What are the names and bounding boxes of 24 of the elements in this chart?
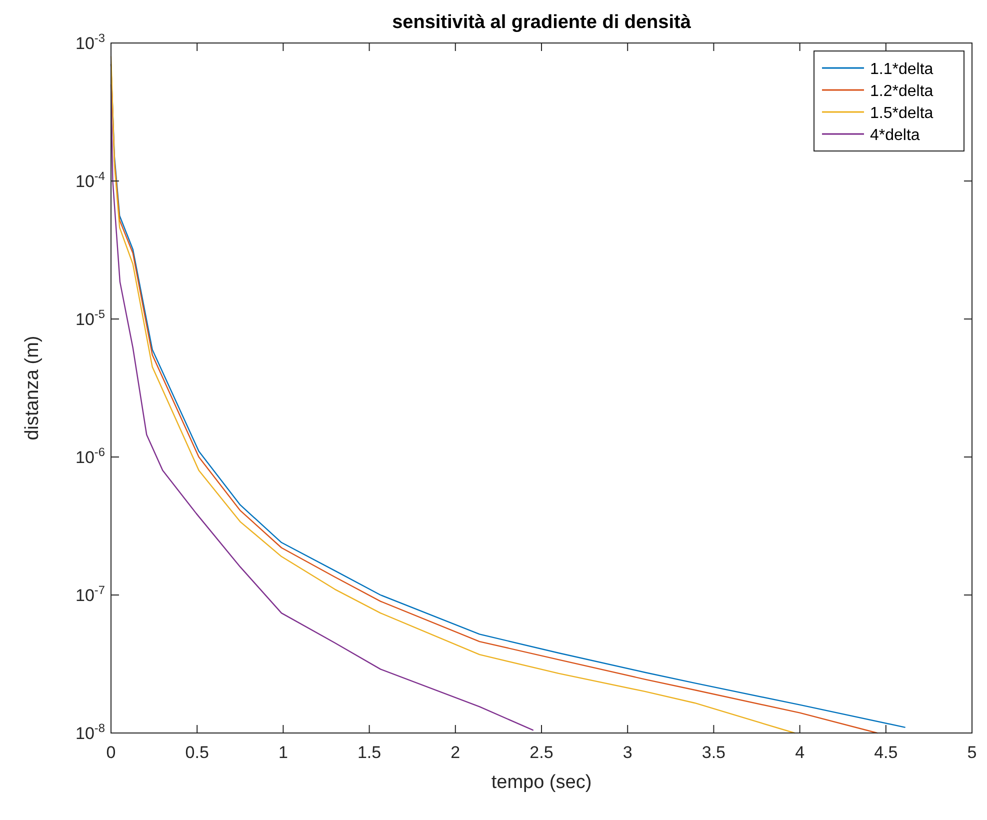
legend-label: 1.2*delta [870, 83, 934, 100]
y-tick-label: 10$^{-6}$ [76, 445, 106, 467]
y-tick-label: 10$^{-5}$ [76, 307, 106, 329]
y-tick-label: 10$^{-7}$ [76, 583, 106, 605]
legend-label: 1.5*delta [870, 105, 934, 122]
y-tick-label: 10$^{-4}$ [76, 169, 106, 191]
x-tick-label: 3.5 [702, 743, 726, 762]
x-tick-label: 1.5 [357, 743, 382, 762]
x-tick-label: 5 [967, 743, 977, 762]
chart-title: sensitività al gradiente di densità [392, 12, 692, 33]
y-tick-label: 10$^{-8}$ [76, 721, 106, 743]
x-tick-label: 0.5 [185, 743, 209, 762]
x-tick-label: 1 [278, 743, 288, 762]
x-tick-label: 4 [795, 743, 805, 762]
y-tick-label: 10$^{-3}$ [76, 31, 106, 53]
x-tick-label: 0 [106, 743, 116, 762]
x-tick-label: 2 [450, 743, 460, 762]
x-tick-label: 2.5 [530, 743, 554, 762]
x-tick-label: 4.5 [874, 743, 898, 762]
legend-label: 1.1*delta [870, 61, 934, 78]
y-axis-title: distanza (m) [22, 336, 43, 440]
x-tick-label: 3 [622, 743, 632, 762]
x-axis-title: tempo (sec) [491, 772, 592, 793]
legend-label: 4*delta [870, 127, 920, 144]
